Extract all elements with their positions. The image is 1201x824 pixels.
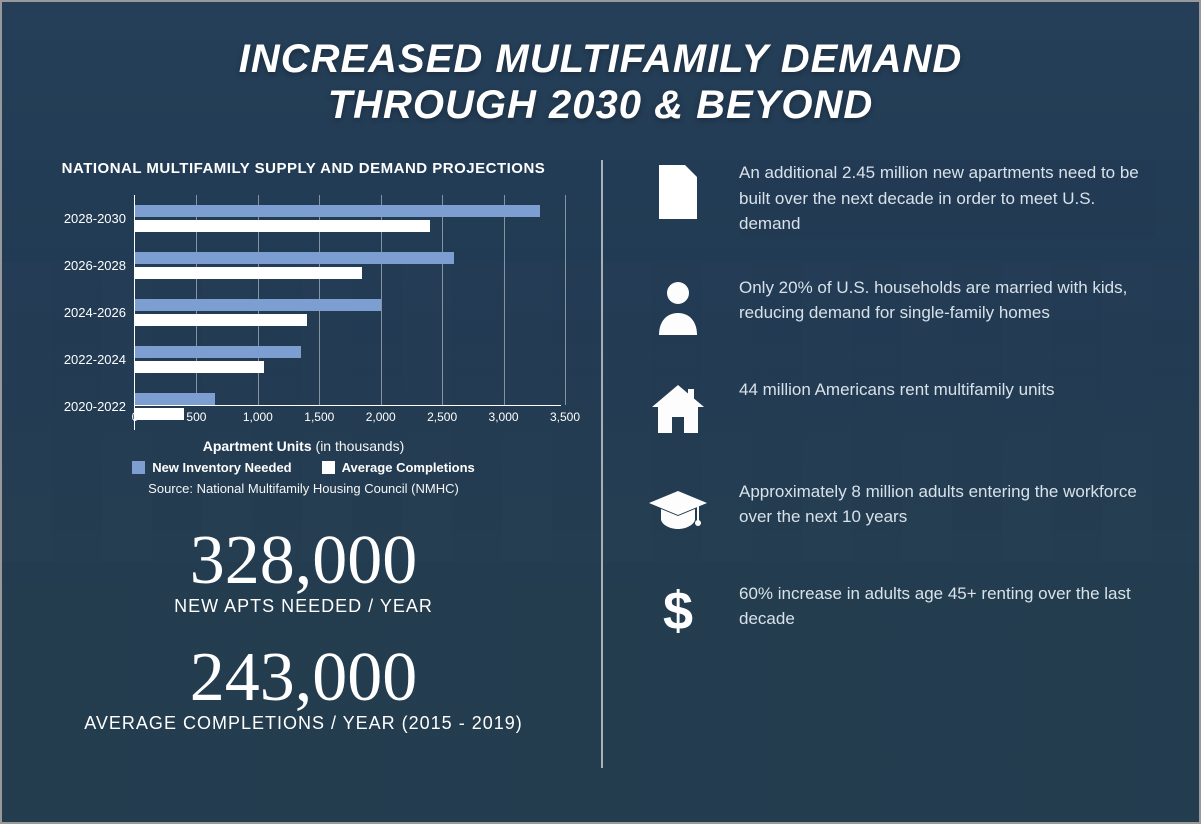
chart-xtick: 1,500 [304,410,334,424]
chart-xtick: 2,000 [366,410,396,424]
slide: INCREASED MULTIFAMILY DEMAND THROUGH 203… [0,0,1201,824]
fact-row: $60% increase in adults age 45+ renting … [643,581,1155,645]
main-title: INCREASED MULTIFAMILY DEMAND THROUGH 203… [2,2,1199,128]
fact-text: An additional 2.45 million new apartment… [739,160,1155,237]
chart-bar-row [135,336,561,383]
chart-bar [135,252,454,264]
chart-xlabel-sub: (in thousands) [316,438,405,454]
chart-title: NATIONAL MULTIFAMILY SUPPLY AND DEMAND P… [46,160,561,177]
chart-bar [135,205,540,217]
stat-avg-completions: 243,000 AVERAGE COMPLETIONS / YEAR (2015… [46,643,561,734]
chart-source: Source: National Multifamily Housing Cou… [46,481,561,496]
chart-plot: 05001,0001,5002,0002,5003,0003,500 [134,195,561,430]
svg-text:$: $ [663,583,693,641]
chart-gridline [565,195,566,405]
chart-xtick: 500 [186,410,206,424]
chart-bar-row [135,195,561,242]
title-line-2: THROUGH 2030 & BEYOND [328,83,874,127]
chart-bar [135,314,307,326]
document-icon [643,160,713,224]
chart-xtick: 2,500 [427,410,457,424]
fact-text: 60% increase in adults age 45+ renting o… [739,581,1155,632]
chart-bar-row [135,242,561,289]
chart-bar [135,267,362,279]
fact-row: An additional 2.45 million new apartment… [643,160,1155,237]
chart-bar [135,220,430,232]
title-line-1: INCREASED MULTIFAMILY DEMAND [239,37,963,81]
chart-xtick: 3,000 [489,410,519,424]
stat-avg-completions-value: 243,000 [46,643,561,713]
chart-xtick: 3,500 [550,410,580,424]
chart-bar [135,299,381,311]
stat-new-apts-label: NEW APTS NEEDED / YEAR [46,596,561,617]
chart-bar-row [135,289,561,336]
chart-category-label: 2028-2030 [46,195,134,242]
chart-bar [135,346,301,358]
chart-xtick: 1,000 [243,410,273,424]
dollar-icon: $ [643,581,713,645]
chart-xtick: 0 [132,410,139,424]
chart-bar [135,361,264,373]
stat-avg-completions-label: AVERAGE COMPLETIONS / YEAR (2015 - 2019) [46,713,561,734]
chart-bar [135,393,215,405]
chart-xaxis: 05001,0001,5002,0002,5003,0003,500 [135,405,561,430]
